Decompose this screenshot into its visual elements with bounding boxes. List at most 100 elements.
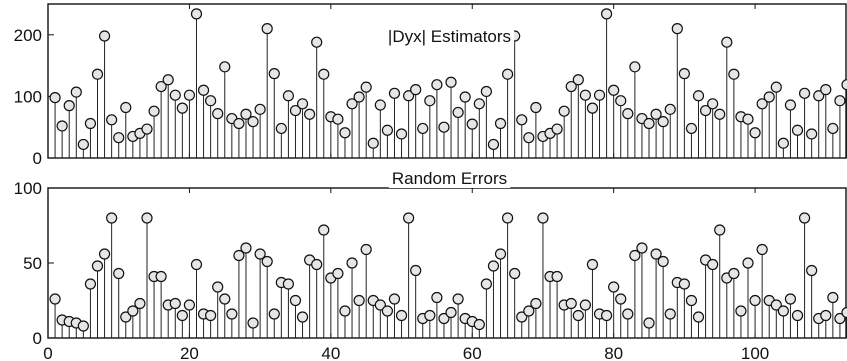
stem-marker <box>247 116 259 128</box>
stem-marker <box>176 102 188 114</box>
stem-marker <box>756 243 768 256</box>
stem-marker <box>332 267 344 280</box>
stem-marker <box>657 116 669 128</box>
stem-marker <box>403 212 415 224</box>
stem-marker <box>219 61 231 73</box>
stem-marker <box>530 297 542 310</box>
stem-marker <box>664 103 676 115</box>
stem-marker <box>63 100 75 112</box>
stem-marker <box>282 278 295 290</box>
stem-marker <box>784 99 797 111</box>
stem-marker <box>296 98 309 110</box>
stem-marker <box>636 242 648 254</box>
stem-marker <box>367 137 379 149</box>
stem-marker <box>551 270 563 283</box>
stem-marker <box>523 132 535 144</box>
stem-marker <box>346 98 358 110</box>
stem-marker <box>742 257 754 269</box>
stem-marker <box>254 103 266 115</box>
stem-marker <box>410 264 422 277</box>
y-tick-label: 100 <box>14 87 42 106</box>
stem-marker <box>671 23 683 35</box>
stem-marker <box>120 311 132 323</box>
stem-marker <box>777 137 789 149</box>
x-tick-label: 80 <box>604 344 623 361</box>
stem-marker <box>233 117 245 130</box>
stem-marker <box>98 248 111 260</box>
stem-marker <box>233 249 245 262</box>
stem-marker <box>558 105 570 117</box>
stem-marker <box>608 281 620 293</box>
stem-marker <box>452 293 464 305</box>
stem-marker <box>643 117 655 130</box>
stem-marker <box>176 309 188 322</box>
stem-marker <box>162 74 174 86</box>
stem-marker <box>445 76 457 88</box>
stem-marker <box>381 305 393 317</box>
stem-marker <box>77 320 89 332</box>
y-tick-label: 100 <box>14 179 42 198</box>
stem-marker <box>197 84 210 96</box>
stem-marker <box>395 128 408 140</box>
stem-marker <box>268 308 280 320</box>
stem-marker <box>205 95 217 107</box>
stem-marker <box>120 101 132 114</box>
stem-marker <box>537 212 549 224</box>
stem-marker <box>600 8 613 20</box>
stem-marker <box>403 90 415 102</box>
stem-marker <box>480 85 492 98</box>
stem-marker <box>445 306 457 319</box>
stem-marker <box>113 267 125 280</box>
stem-marker <box>516 311 528 323</box>
stem-marker <box>388 293 401 305</box>
y-tick-label: 0 <box>33 149 42 168</box>
stem-marker <box>254 248 266 260</box>
stem-marker <box>586 258 599 271</box>
stem-marker <box>714 108 726 120</box>
stem-marker <box>141 123 153 135</box>
stem-marker <box>134 297 146 310</box>
stem-marker <box>749 127 761 139</box>
stem-marker <box>572 309 584 322</box>
stem-marker <box>212 108 224 120</box>
x-tick-label: 60 <box>463 344 482 361</box>
stem-marker <box>692 311 705 323</box>
stem-marker <box>339 305 351 317</box>
stem-marker <box>49 92 61 104</box>
panel-dyx-estimators: 0 100 200 |Dyx| Estimators <box>14 3 847 168</box>
stem-marker <box>318 224 330 236</box>
stem-marker <box>763 91 775 103</box>
stem-marker <box>374 299 386 311</box>
stem-marker <box>226 308 238 320</box>
stem-marker <box>275 122 287 135</box>
stem-marker <box>820 309 832 322</box>
stem-marker <box>169 89 181 101</box>
stem-marker <box>487 138 500 151</box>
stem-marker <box>714 224 726 236</box>
stem-marker <box>127 305 139 317</box>
stem-marker <box>452 106 464 119</box>
stem-marker <box>261 23 273 35</box>
stem-marker <box>685 122 698 135</box>
stem-marker <box>502 68 514 80</box>
stem-marker <box>84 278 97 290</box>
stem-marker <box>798 87 811 99</box>
x-tick-label: 100 <box>741 344 769 361</box>
stem-marker <box>473 318 485 331</box>
stem-marker <box>388 87 401 99</box>
stem-marker <box>551 123 563 135</box>
stem-marker <box>834 95 846 107</box>
stem-marker <box>410 84 422 96</box>
stem-marker <box>346 257 358 269</box>
stem-marker <box>289 294 302 307</box>
stem-marker <box>798 212 811 224</box>
stem-marker <box>707 98 719 110</box>
stem-marker <box>841 79 847 91</box>
stem-marker <box>509 267 521 280</box>
y-tick-label: 200 <box>14 26 42 45</box>
stem-marker <box>622 308 634 320</box>
stem-marker <box>353 294 365 307</box>
stem-marker <box>749 294 761 307</box>
stem-marker <box>565 80 577 93</box>
stem-marker <box>183 89 196 101</box>
